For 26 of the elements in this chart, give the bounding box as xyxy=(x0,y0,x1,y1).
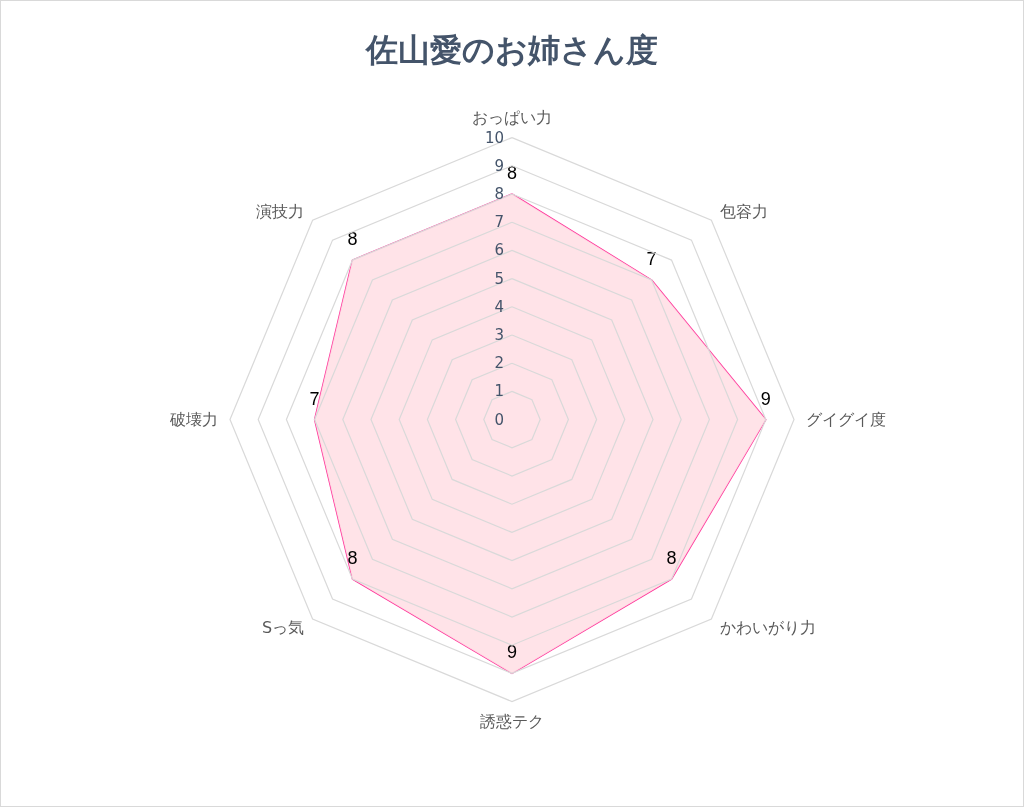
spoke-label: Sっ気 xyxy=(261,617,305,637)
spoke-label: かわいがり力 xyxy=(719,617,816,637)
spoke-label: 包容力 xyxy=(719,202,768,222)
data-label: 8 xyxy=(347,548,358,569)
data-label: 9 xyxy=(760,388,771,409)
y-tick-label: 4 xyxy=(494,297,504,316)
spoke-label: グイグイ度 xyxy=(806,410,886,430)
y-tick-label: 9 xyxy=(494,156,504,175)
y-tick-label: 0 xyxy=(494,410,504,429)
y-tick-label: 7 xyxy=(494,213,504,232)
y-tick-label: 1 xyxy=(494,382,504,401)
y-tick-label: 10 xyxy=(484,128,504,147)
data-label: 7 xyxy=(646,249,657,270)
y-tick-label: 6 xyxy=(494,241,504,260)
data-label: 8 xyxy=(666,548,677,569)
spoke-label: 演技力 xyxy=(256,202,305,222)
spoke-label: 誘惑テク xyxy=(480,712,544,732)
y-tick-label: 3 xyxy=(494,326,504,344)
y-tick-label: 5 xyxy=(494,269,504,288)
spoke-label: 破壊力 xyxy=(169,410,218,430)
data-label: 7 xyxy=(309,388,320,409)
data-label: 8 xyxy=(347,229,358,250)
chart-title: 佐山愛のお姉さん度 xyxy=(364,31,658,69)
spoke-label: おっぱい力 xyxy=(472,108,552,128)
y-tick-label: 8 xyxy=(494,185,504,203)
y-tick-label: 2 xyxy=(494,354,504,373)
